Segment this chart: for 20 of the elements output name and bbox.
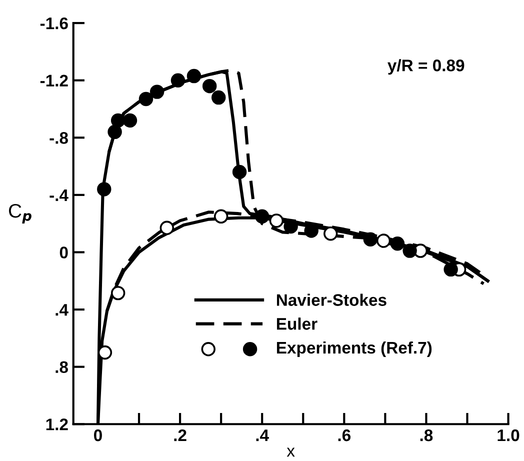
x-axis-title: x	[286, 448, 295, 457]
y-tick-label: .8	[56, 361, 68, 374]
x-tick-label: .4	[256, 430, 269, 442]
y-tick-label: -1.6	[40, 17, 68, 30]
y-axis-title: C$_{p}$	[8, 204, 32, 224]
y-tick-label: .4	[56, 304, 68, 316]
y-tick-label: -.8	[50, 132, 68, 144]
y-tick-label: -1.2	[40, 74, 68, 86]
x-tick-label: .6	[338, 429, 351, 442]
x-tick-label: 1.0	[498, 429, 520, 442]
legend-label: Euler	[276, 318, 318, 330]
y-tick-label: 0	[60, 246, 68, 258]
legend-label: Navier-Stokes	[276, 294, 386, 306]
x-tick-label: .8	[420, 429, 433, 442]
x-tick-label: .2	[174, 429, 186, 442]
annotation: y/R = 0.89	[388, 59, 464, 75]
y-tick-label: -.4	[50, 190, 68, 201]
y-tick-label: 1.2	[46, 418, 68, 430]
legend-label: Experiments (Ref.7)	[276, 341, 432, 357]
x-tick-label: 0	[94, 429, 102, 442]
